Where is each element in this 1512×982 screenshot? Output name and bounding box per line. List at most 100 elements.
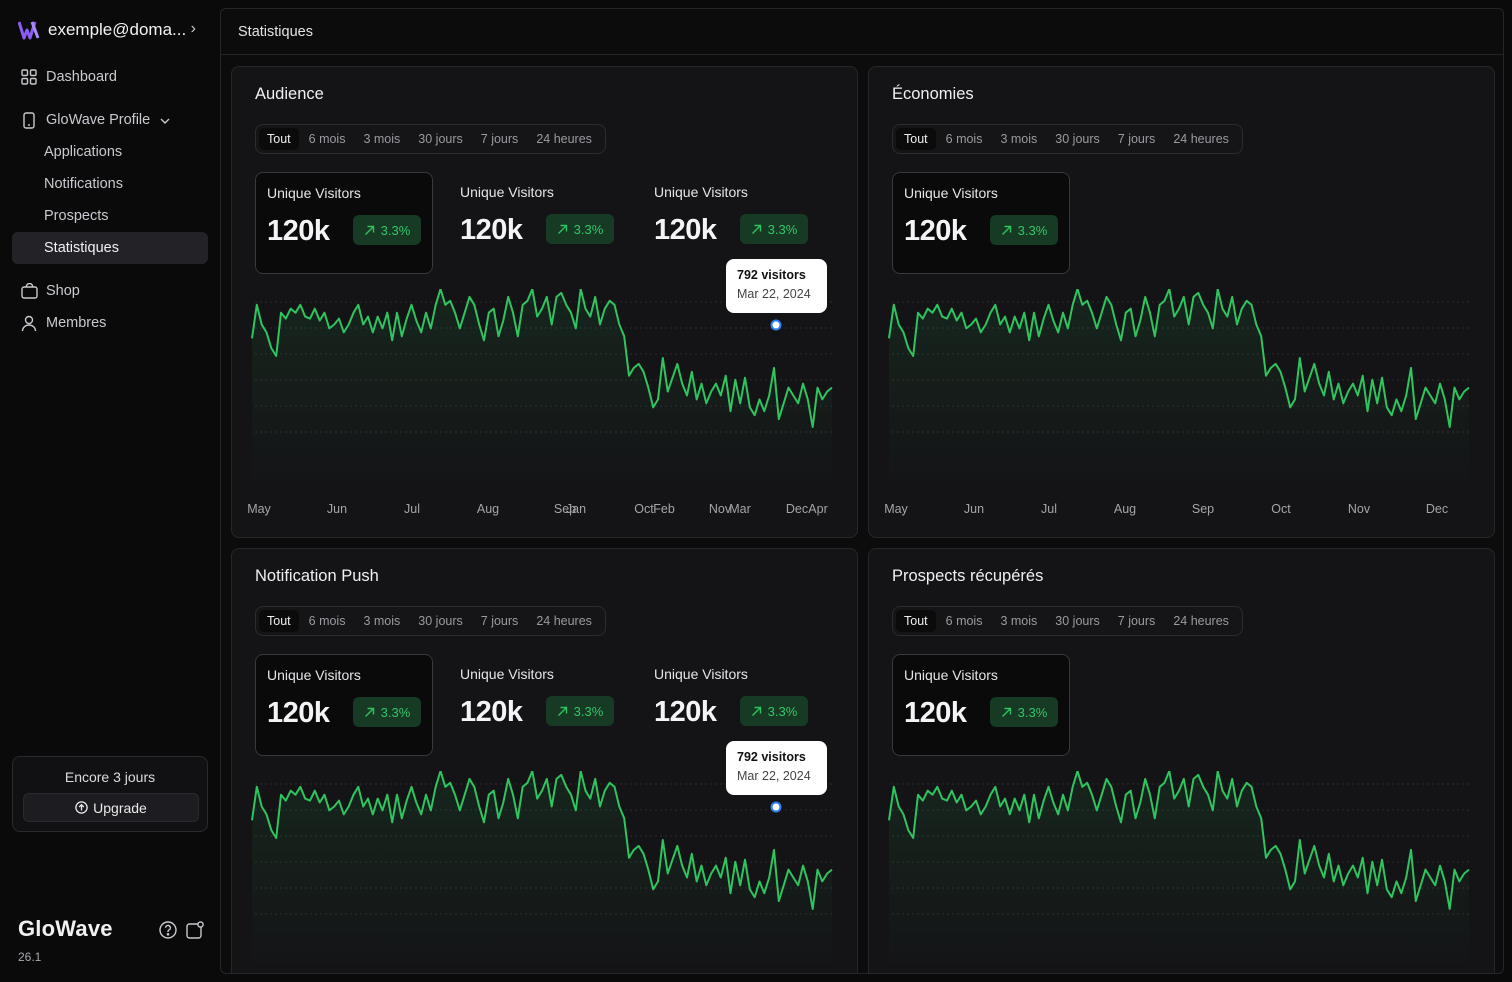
stat-card[interactable]: Unique Visitors 120k 3.3% <box>255 654 433 756</box>
tab-period[interactable]: 3 mois <box>363 132 401 146</box>
external-window-icon[interactable] <box>185 920 205 940</box>
stat-value: 120k <box>267 697 330 729</box>
sidebar-item-label: GloWave Profile <box>46 112 151 128</box>
tab-period[interactable]: 30 jours <box>418 132 463 146</box>
x-tick-label: Dec <box>1425 502 1449 516</box>
card-title: Notification Push <box>255 567 379 585</box>
tab-period[interactable]: 24 heures <box>536 614 592 628</box>
sidebar-item-prospects[interactable]: Prospects <box>12 200 208 232</box>
sidebar-item-label: Shop <box>46 283 80 299</box>
sidebar-item-statistiques[interactable]: Statistiques <box>12 232 208 264</box>
tab-period[interactable]: 7 jours <box>480 132 519 146</box>
help-icon[interactable] <box>158 920 178 940</box>
stat-label: Unique Visitors <box>460 666 554 682</box>
stat-card[interactable]: Unique Visitors 120k 3.3% <box>892 654 1070 756</box>
upload-circle-icon <box>75 801 88 814</box>
tab-period[interactable]: 6 mois <box>945 614 983 628</box>
upgrade-button[interactable]: Upgrade <box>23 793 199 822</box>
arrow-up-right-icon <box>1001 707 1011 717</box>
tab-period[interactable]: 24 heures <box>1173 132 1229 146</box>
series-line <box>251 771 833 910</box>
sidebar-item-shop[interactable]: Shop <box>12 275 208 307</box>
tab-period[interactable]: Tout <box>896 128 936 150</box>
chart-card: Économies Tout 6 mois 3 mois 30 jours 7 jours… <box>868 66 1495 538</box>
arrow-up-right-icon <box>751 224 761 234</box>
area-fill <box>252 289 832 489</box>
tab-period[interactable]: 6 mois <box>308 614 346 628</box>
change-badge: 3.3% <box>990 697 1058 727</box>
glowave-logo-icon <box>18 21 40 40</box>
sidebar: exemple@doma... › Dashboard GloWave Prof… <box>0 0 220 982</box>
x-tick-label: Jan <box>565 502 587 516</box>
x-tick-label: Sep <box>1191 502 1215 516</box>
stat-card[interactable]: Unique Visitors 120k 3.3% <box>643 172 821 274</box>
hover-point <box>770 801 782 813</box>
stat-value: 120k <box>904 215 967 247</box>
sidebar-item-dashboard[interactable]: Dashboard <box>12 61 208 93</box>
line-chart <box>888 771 1471 971</box>
chevron-right-icon: › <box>190 20 196 37</box>
sidebar-item-label: Statistiques <box>44 240 119 256</box>
line-chart <box>251 771 834 971</box>
card-title: Audience <box>255 85 324 103</box>
tab-period[interactable]: 3 mois <box>1000 132 1038 146</box>
stat-value: 120k <box>460 214 523 246</box>
brand-wordmark: GloWave <box>18 916 113 941</box>
arrow-up-right-icon <box>364 225 374 235</box>
stat-label: Unique Visitors <box>654 666 748 682</box>
sidebar-item-label: Membres <box>46 315 107 331</box>
tab-period[interactable]: 30 jours <box>1055 614 1100 628</box>
change-badge: 3.3% <box>353 215 421 245</box>
tab-period[interactable]: 24 heures <box>536 132 592 146</box>
sidebar-item-applications[interactable]: Applications <box>12 136 208 168</box>
change-value: 3.3% <box>1017 222 1048 238</box>
sidebar-item-membres[interactable]: Membres <box>12 307 208 339</box>
sidebar-item-notifications[interactable]: Notifications <box>12 168 208 200</box>
tab-period[interactable]: 6 mois <box>945 132 983 146</box>
stat-value: 120k <box>654 696 717 728</box>
stat-label: Unique Visitors <box>267 185 361 201</box>
tab-period[interactable]: 24 heures <box>1173 614 1229 628</box>
tab-period[interactable]: 7 jours <box>1117 614 1156 628</box>
stat-value: 120k <box>654 214 717 246</box>
tab-period[interactable]: 7 jours <box>480 614 519 628</box>
stat-card[interactable]: Unique Visitors 120k 3.3% <box>449 172 627 274</box>
stat-card[interactable]: Unique Visitors 120k 3.3% <box>643 654 821 756</box>
change-badge: 3.3% <box>546 696 614 726</box>
shopping-bag-icon <box>20 282 38 300</box>
main-header: Statistiques <box>221 9 1503 55</box>
tab-period[interactable]: 30 jours <box>1055 132 1100 146</box>
tab-period[interactable]: Tout <box>259 128 299 150</box>
phone-icon <box>20 111 38 129</box>
stat-value: 120k <box>267 215 330 247</box>
hover-point <box>770 319 782 331</box>
trial-box: Encore 3 jours Upgrade <box>12 756 208 832</box>
tab-period[interactable]: 30 jours <box>418 614 463 628</box>
chart-tooltip: 792 visitors Mar 22, 2024 <box>726 741 827 795</box>
sidebar-item-glowave-profile[interactable]: GloWave Profile <box>12 104 208 136</box>
stat-card[interactable]: Unique Visitors 120k 3.3% <box>255 172 433 274</box>
account-switcher[interactable]: exemple@doma... › <box>18 18 208 42</box>
chevron-down-icon <box>160 112 170 128</box>
tab-period[interactable]: 3 mois <box>363 614 401 628</box>
change-value: 3.3% <box>380 222 411 238</box>
tab-period[interactable]: 6 mois <box>308 132 346 146</box>
user-icon <box>20 314 38 332</box>
tab-period[interactable]: 7 jours <box>1117 132 1156 146</box>
area-fill <box>252 771 832 971</box>
sidebar-item-label: Notifications <box>44 176 123 192</box>
stat-card[interactable]: Unique Visitors 120k 3.3% <box>892 172 1070 274</box>
stat-card[interactable]: Unique Visitors 120k 3.3% <box>449 654 627 756</box>
period-tabs: Tout 6 mois 3 mois 30 jours 7 jours 24 heures <box>892 124 1243 154</box>
x-axis-labels: May Jun Jul Aug Sep Oct Nov Dec <box>869 502 1494 518</box>
tab-period[interactable]: 3 mois <box>1000 614 1038 628</box>
arrow-up-right-icon <box>1001 225 1011 235</box>
tooltip-date: Mar 22, 2024 <box>737 769 811 783</box>
x-tick-label: Jul <box>1041 502 1057 516</box>
period-tabs: Tout 6 mois 3 mois 30 jours 7 jours 24 heures <box>255 124 606 154</box>
change-badge: 3.3% <box>990 215 1058 245</box>
x-tick-label: Aug <box>1113 502 1137 516</box>
tab-period[interactable]: Tout <box>896 610 936 632</box>
arrow-up-right-icon <box>557 706 567 716</box>
tab-period[interactable]: Tout <box>259 610 299 632</box>
